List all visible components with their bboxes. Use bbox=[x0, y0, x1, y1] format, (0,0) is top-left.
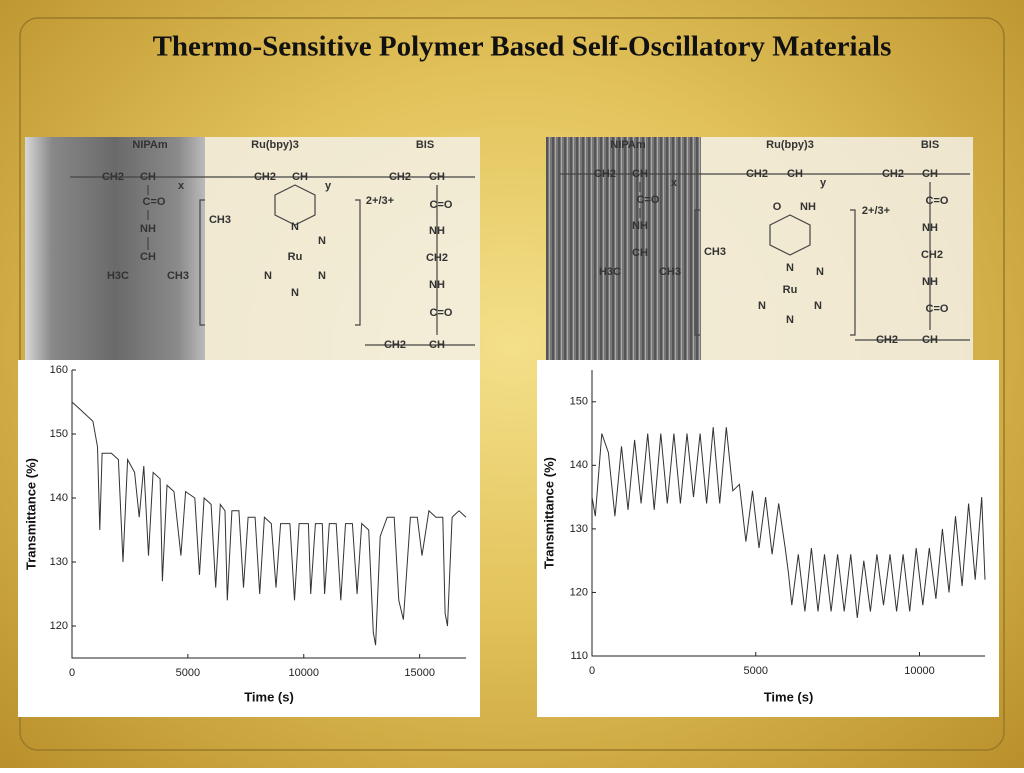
gel-photo bbox=[546, 137, 701, 360]
chem-label: CH2 bbox=[594, 168, 616, 180]
chem-label: N bbox=[758, 300, 766, 312]
x-tick-label: 10000 bbox=[904, 665, 935, 677]
chem-label: x bbox=[178, 180, 185, 192]
chem-label: N bbox=[318, 270, 326, 282]
chem-label: O bbox=[773, 201, 782, 213]
y-tick-label: 150 bbox=[570, 396, 588, 408]
chem-label: N bbox=[786, 314, 794, 326]
chem-label: CH2 bbox=[746, 168, 768, 180]
chem-label: NH bbox=[632, 220, 648, 232]
chem-label: Ru bbox=[783, 284, 798, 296]
x-tick-label: 5000 bbox=[176, 667, 200, 679]
y-tick-label: 120 bbox=[50, 620, 68, 632]
chem-label: N bbox=[786, 262, 794, 274]
chem-label: CH bbox=[140, 171, 156, 183]
y-axis-label: Transmittance (%) bbox=[23, 458, 38, 570]
chem-label: CH3 bbox=[167, 270, 189, 282]
chem-label: CH2 bbox=[921, 249, 943, 261]
chem-label: H3C bbox=[599, 266, 621, 278]
chem-label: 2+/3+ bbox=[366, 195, 394, 207]
chem-label: NH bbox=[800, 201, 816, 213]
chem-label: Ru(bpy)3 bbox=[766, 139, 814, 151]
chem-label: C=O bbox=[143, 196, 166, 208]
chem-label: y bbox=[325, 180, 332, 192]
chem-label: CH bbox=[632, 168, 648, 180]
data-line bbox=[591, 427, 986, 618]
chem-label: N bbox=[318, 235, 326, 247]
chem-label: CH bbox=[922, 168, 938, 180]
structure-panel bbox=[205, 137, 480, 360]
chem-label: N bbox=[816, 266, 824, 278]
chem-label: N bbox=[264, 270, 272, 282]
chem-label: 2+/3+ bbox=[862, 205, 890, 217]
y-axis-label: Transmittance (%) bbox=[541, 457, 556, 569]
y-tick-label: 120 bbox=[570, 586, 588, 598]
chem-label: NH bbox=[922, 222, 938, 234]
y-tick-label: 160 bbox=[50, 364, 68, 376]
chem-label: x bbox=[671, 177, 678, 189]
x-axis-label: Time (s) bbox=[244, 689, 294, 704]
y-tick-label: 110 bbox=[570, 650, 588, 662]
y-tick-label: 140 bbox=[50, 492, 68, 504]
bonds bbox=[70, 173, 970, 346]
chem-label: C=O bbox=[926, 195, 949, 207]
chem-label: BIS bbox=[416, 139, 434, 151]
chem-label: NH bbox=[429, 225, 445, 237]
chem-label: CH2 bbox=[876, 334, 898, 346]
chem-label: CH bbox=[429, 171, 445, 183]
chem-label: CH bbox=[632, 247, 648, 259]
y-tick-label: 150 bbox=[50, 428, 68, 440]
gel-photo bbox=[25, 137, 205, 360]
chem-label: C=O bbox=[430, 199, 453, 211]
chem-label: NH bbox=[140, 223, 156, 235]
chem-label: Ru bbox=[288, 251, 303, 263]
y-tick-label: 130 bbox=[50, 556, 68, 568]
chem-label: C=O bbox=[637, 194, 660, 206]
chem-label: CH2 bbox=[389, 171, 411, 183]
chem-label: CH bbox=[140, 251, 156, 263]
y-tick-label: 140 bbox=[570, 459, 588, 471]
chart-panel bbox=[18, 360, 480, 717]
chem-label: CH2 bbox=[882, 168, 904, 180]
data-line bbox=[71, 401, 467, 646]
chart-panel bbox=[537, 360, 999, 717]
chem-label: NH bbox=[429, 279, 445, 291]
x-axis-label: Time (s) bbox=[764, 689, 814, 704]
chem-label: CH3 bbox=[704, 246, 726, 258]
chem-label: NIPAm bbox=[132, 139, 167, 151]
chem-label: CH3 bbox=[209, 214, 231, 226]
chem-label: CH bbox=[922, 334, 938, 346]
chem-label: H3C bbox=[107, 270, 129, 282]
chem-label: NH bbox=[922, 276, 938, 288]
chem-label: CH3 bbox=[659, 266, 681, 278]
chem-label: CH2 bbox=[384, 339, 406, 351]
x-tick-label: 0 bbox=[589, 665, 595, 677]
slide-title: Thermo-Sensitive Polymer Based Self-Osci… bbox=[153, 31, 892, 63]
chem-label: N bbox=[291, 221, 299, 233]
chem-label: y bbox=[820, 177, 827, 189]
chem-label: CH bbox=[787, 168, 803, 180]
x-tick-label: 10000 bbox=[288, 667, 319, 679]
chem-label: BIS bbox=[921, 139, 939, 151]
y-tick-label: 130 bbox=[570, 523, 588, 535]
chem-label: CH2 bbox=[102, 171, 124, 183]
x-tick-label: 15000 bbox=[404, 667, 435, 679]
chem-label: NIPAm bbox=[610, 139, 645, 151]
x-tick-label: 0 bbox=[69, 667, 75, 679]
x-tick-label: 5000 bbox=[744, 665, 768, 677]
chem-label: Ru(bpy)3 bbox=[251, 139, 299, 151]
chem-label: N bbox=[814, 300, 822, 312]
chem-label: CH2 bbox=[426, 252, 448, 264]
chem-label: C=O bbox=[430, 307, 453, 319]
chem-label: N bbox=[291, 287, 299, 299]
chem-label: CH bbox=[429, 339, 445, 351]
chem-label: CH bbox=[292, 171, 308, 183]
chem-label: CH2 bbox=[254, 171, 276, 183]
chem-label: C=O bbox=[926, 303, 949, 315]
